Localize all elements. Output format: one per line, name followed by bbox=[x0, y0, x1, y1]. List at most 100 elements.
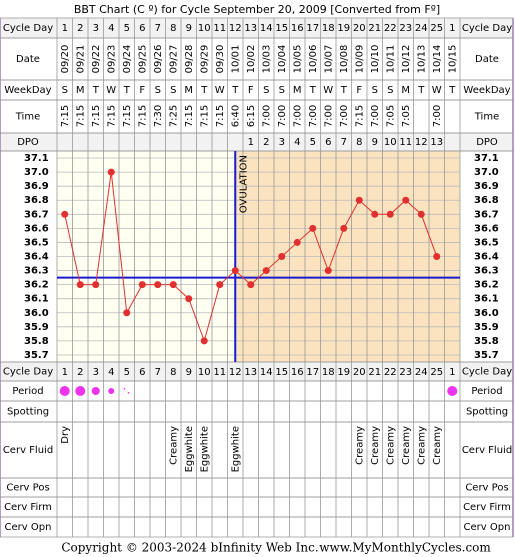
cycle-day: 10 bbox=[198, 23, 211, 34]
y-tick-label: 37.1 bbox=[24, 153, 49, 164]
y-tick-label: 36.2 bbox=[474, 280, 499, 291]
y-tick-label: 36.8 bbox=[474, 195, 499, 206]
cycle-day: 13 bbox=[244, 367, 257, 378]
row-label: Cycle Day bbox=[462, 23, 512, 34]
temp-point bbox=[200, 337, 208, 345]
date: 10/01 bbox=[230, 45, 241, 74]
weekday: S bbox=[387, 85, 393, 96]
ovulation-label: OVULATION bbox=[238, 155, 249, 213]
time: 7:00 bbox=[292, 105, 303, 127]
time: 7:00 bbox=[339, 105, 350, 127]
y-tick-label: 36.3 bbox=[24, 266, 49, 277]
cycle-day: 17 bbox=[306, 23, 319, 34]
weekday: M bbox=[76, 85, 85, 96]
weekday: T bbox=[309, 85, 317, 96]
dpo: 10 bbox=[384, 137, 397, 148]
cerv-fluid: Eggwhite bbox=[184, 426, 195, 472]
period-dot bbox=[108, 388, 115, 394]
temp-point bbox=[76, 281, 84, 289]
row-label: Cerv Fluid bbox=[462, 445, 512, 456]
temp-point bbox=[324, 267, 332, 275]
row-label: Cerv Pos bbox=[6, 483, 49, 494]
y-tick-label: 35.7 bbox=[474, 350, 499, 361]
cycle-day: 19 bbox=[337, 23, 350, 34]
cycle-day: 8 bbox=[170, 367, 176, 378]
date: 10/15 bbox=[447, 45, 458, 74]
row-label: Cerv Opn bbox=[5, 522, 52, 533]
cerv-fluid: Creamy bbox=[354, 426, 365, 465]
y-tick-label: 37.0 bbox=[474, 167, 499, 178]
time: 7:05 bbox=[401, 105, 412, 127]
cycle-day: 21 bbox=[368, 367, 381, 378]
period-dot bbox=[91, 387, 100, 395]
date: 09/21 bbox=[75, 45, 86, 74]
time: 7:25 bbox=[168, 105, 179, 127]
date: 10/12 bbox=[401, 45, 412, 74]
temp-point bbox=[154, 281, 162, 289]
temp-point bbox=[309, 224, 317, 232]
dpo: 2 bbox=[263, 137, 269, 148]
date: 10/14 bbox=[432, 45, 443, 74]
date: 09/27 bbox=[168, 45, 179, 74]
weekday: W bbox=[106, 85, 116, 96]
y-tick-label: 35.8 bbox=[474, 336, 499, 347]
y-tick-label: 36.4 bbox=[24, 252, 49, 263]
cycle-day: 1 bbox=[62, 367, 68, 378]
period-dot bbox=[447, 386, 458, 396]
cycle-day: 3 bbox=[93, 367, 99, 378]
y-tick-label: 36.2 bbox=[24, 280, 49, 291]
dpo: 7 bbox=[341, 137, 347, 148]
copyright: Copyright © 2003-2024 bInfinity Web Inc. bbox=[61, 541, 318, 555]
y-tick-label: 35.7 bbox=[24, 350, 49, 361]
date: 10/05 bbox=[292, 45, 303, 74]
weekday: T bbox=[231, 85, 239, 96]
time: 7:00 bbox=[323, 105, 334, 127]
weekday: T bbox=[123, 85, 131, 96]
weekday: W bbox=[323, 85, 333, 96]
weekday: M bbox=[293, 85, 302, 96]
time: 7:15 bbox=[60, 105, 71, 127]
temp-point bbox=[293, 238, 301, 246]
cycle-day: 20 bbox=[353, 367, 366, 378]
time: 7:15 bbox=[137, 105, 148, 127]
cerv-fluid: Creamy bbox=[168, 426, 179, 465]
date: 09/20 bbox=[60, 45, 71, 74]
cycle-day: 1 bbox=[449, 23, 455, 34]
cycle-day: 14 bbox=[260, 23, 273, 34]
weekday: F bbox=[248, 85, 254, 96]
y-tick-label: 37.1 bbox=[474, 153, 499, 164]
row-label: Cycle Day bbox=[462, 367, 512, 378]
dpo: 4 bbox=[294, 137, 300, 148]
row-label: Date bbox=[16, 54, 40, 65]
date: 09/23 bbox=[106, 45, 117, 74]
row-label: Date bbox=[475, 54, 499, 65]
y-tick-label: 36.9 bbox=[24, 181, 49, 192]
date: 10/07 bbox=[323, 45, 334, 74]
y-tick-label: 36.7 bbox=[474, 209, 499, 220]
row-label: Spotting bbox=[7, 407, 49, 418]
dpo: 3 bbox=[279, 137, 285, 148]
temp-point bbox=[355, 196, 363, 204]
y-tick-label: 36.3 bbox=[474, 266, 499, 277]
date: 09/25 bbox=[137, 45, 148, 74]
dpo: 1 bbox=[248, 137, 254, 148]
row-label: Time bbox=[474, 112, 499, 123]
temp-point bbox=[371, 210, 379, 218]
temp-point bbox=[262, 267, 270, 275]
time: 7:15 bbox=[184, 105, 195, 127]
weekday: S bbox=[170, 85, 176, 96]
time: 7:15 bbox=[75, 105, 86, 127]
cycle-day: 25 bbox=[430, 367, 443, 378]
temp-point bbox=[61, 210, 69, 218]
cycle-day: 1 bbox=[449, 367, 455, 378]
cycle-day: 9 bbox=[186, 367, 192, 378]
cycle-day: 21 bbox=[368, 23, 381, 34]
y-tick-label: 36.8 bbox=[24, 195, 49, 206]
cerv-fluid: Creamy bbox=[401, 426, 412, 465]
cycle-day: 5 bbox=[124, 23, 130, 34]
time: 6:40 bbox=[230, 105, 241, 127]
cerv-fluid: Creamy bbox=[370, 426, 381, 465]
cycle-day: 17 bbox=[306, 367, 319, 378]
time: 7:15 bbox=[199, 105, 210, 127]
